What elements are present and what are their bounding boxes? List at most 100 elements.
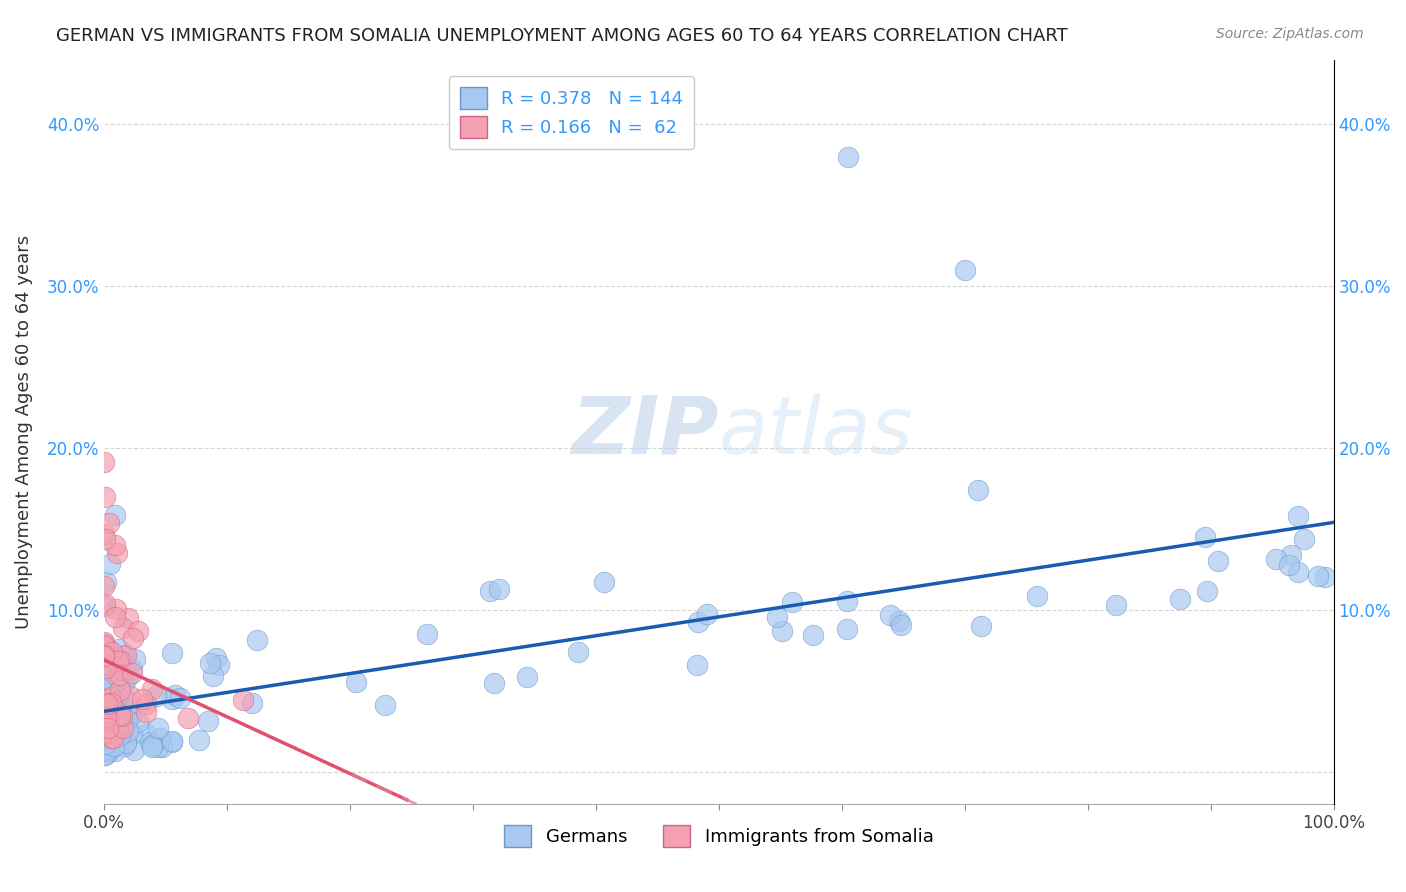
Point <box>94 748 117 763</box>
Text: GERMAN VS IMMIGRANTS FROM SOMALIA UNEMPLOYMENT AMONG AGES 60 TO 64 YEARS CORRELA: GERMAN VS IMMIGRANTS FROM SOMALIA UNEMPL… <box>56 27 1069 45</box>
Point <box>94 712 117 726</box>
Point <box>1278 558 1301 573</box>
Point <box>131 692 153 706</box>
Point <box>890 617 912 632</box>
Point <box>98 710 121 724</box>
Point <box>478 583 501 598</box>
Point <box>163 688 186 702</box>
Point <box>100 723 122 738</box>
Point <box>94 739 117 753</box>
Point <box>114 648 136 662</box>
Point <box>94 732 117 747</box>
Point <box>837 623 859 637</box>
Point <box>955 263 977 277</box>
Point <box>127 714 149 729</box>
Point <box>835 594 858 608</box>
Point <box>103 719 125 733</box>
Point <box>103 744 125 758</box>
Point <box>100 690 122 704</box>
Point <box>135 726 157 740</box>
Point <box>117 611 139 625</box>
Point <box>770 624 793 638</box>
Y-axis label: Unemployment Among Ages 60 to 64 years: Unemployment Among Ages 60 to 64 years <box>15 235 32 629</box>
Point <box>97 744 120 758</box>
Point <box>100 724 122 739</box>
Point <box>177 711 200 725</box>
Point <box>94 723 117 737</box>
Point <box>107 654 129 668</box>
Point <box>93 708 115 723</box>
Point <box>94 713 117 727</box>
Point <box>1195 584 1218 599</box>
Point <box>93 649 115 664</box>
Point <box>96 744 118 758</box>
Point <box>98 715 121 730</box>
Point <box>97 714 120 728</box>
Point <box>197 714 219 729</box>
Point <box>98 558 121 572</box>
Point <box>97 721 120 735</box>
Point <box>93 672 115 686</box>
Point <box>93 490 115 504</box>
Point <box>1105 598 1128 612</box>
Point <box>96 731 118 746</box>
Point <box>94 738 117 752</box>
Point <box>93 578 115 592</box>
Point <box>108 710 131 724</box>
Text: ZIP: ZIP <box>572 392 718 471</box>
Point <box>103 739 125 753</box>
Text: Source: ZipAtlas.com: Source: ZipAtlas.com <box>1216 27 1364 41</box>
Point <box>110 682 132 697</box>
Point <box>112 621 135 635</box>
Point <box>97 699 120 714</box>
Point <box>1286 509 1309 524</box>
Point <box>94 692 117 706</box>
Point <box>103 736 125 750</box>
Point <box>124 743 146 757</box>
Point <box>208 657 231 672</box>
Point <box>108 728 131 742</box>
Point <box>780 595 803 609</box>
Point <box>120 709 142 723</box>
Point <box>108 653 131 667</box>
Point <box>105 696 128 710</box>
Point <box>685 658 707 673</box>
Point <box>98 686 121 700</box>
Point <box>1026 589 1049 603</box>
Point <box>114 707 136 722</box>
Point <box>96 697 118 711</box>
Point <box>96 692 118 706</box>
Point <box>93 738 115 752</box>
Point <box>148 740 170 755</box>
Point <box>98 692 121 706</box>
Point <box>108 642 131 657</box>
Point <box>879 608 901 623</box>
Point <box>93 637 115 651</box>
Point <box>162 733 184 747</box>
Point <box>198 656 221 670</box>
Point <box>93 714 115 729</box>
Point <box>967 483 990 497</box>
Point <box>145 690 167 704</box>
Point <box>103 696 125 710</box>
Point <box>121 663 143 677</box>
Point <box>94 650 117 665</box>
Point <box>101 676 124 690</box>
Point <box>187 732 209 747</box>
Point <box>567 645 589 659</box>
Point <box>696 607 718 621</box>
Point <box>592 575 614 590</box>
Point <box>135 697 157 711</box>
Point <box>94 696 117 710</box>
Point <box>110 698 132 712</box>
Point <box>160 691 183 706</box>
Point <box>97 644 120 658</box>
Point <box>93 635 115 649</box>
Point <box>232 692 254 706</box>
Point <box>516 670 538 684</box>
Point <box>374 698 396 713</box>
Point <box>1194 530 1216 544</box>
Point <box>149 731 172 746</box>
Point <box>112 739 135 753</box>
Point <box>98 715 121 730</box>
